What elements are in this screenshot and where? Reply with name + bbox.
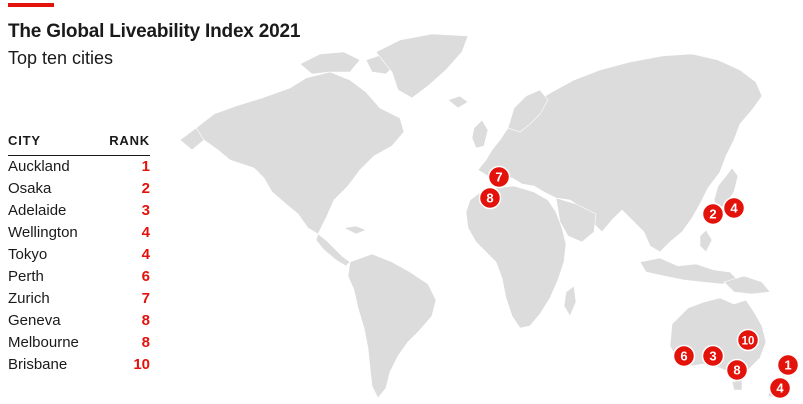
south-america-landmass bbox=[347, 253, 437, 399]
city-rank: 3 bbox=[141, 202, 150, 219]
ranking-table: CITY RANK Auckland 1 Osaka 2 Adelaide 3 Wel… bbox=[8, 133, 150, 376]
city-name: Tokyo bbox=[8, 246, 48, 263]
table-row: Wellington 4 bbox=[8, 222, 150, 244]
tasmania-landmass bbox=[731, 379, 743, 391]
city-marker: 3 bbox=[701, 344, 725, 368]
city-rank: 8 bbox=[141, 312, 150, 329]
philippines-landmass bbox=[699, 229, 713, 253]
madagascar-landmass bbox=[563, 285, 577, 317]
city-rank: 8 bbox=[141, 334, 150, 351]
city-markers: 7 8 2 4 10 6 3 8 bbox=[478, 165, 800, 400]
marker-dot bbox=[768, 376, 792, 400]
marker-dot bbox=[722, 196, 746, 220]
city-name: Melbourne bbox=[8, 334, 79, 351]
city-name: Osaka bbox=[8, 180, 52, 197]
city-marker: 4 bbox=[722, 196, 746, 220]
city-marker: 6 bbox=[672, 344, 696, 368]
column-header-rank: RANK bbox=[109, 133, 150, 148]
british-isles-landmass bbox=[471, 119, 489, 149]
world-map: 7 8 2 4 10 6 3 8 bbox=[179, 33, 800, 400]
city-rank: 10 bbox=[133, 356, 150, 373]
marker-label: 3 bbox=[709, 349, 716, 364]
marker-label: 10 bbox=[742, 336, 755, 348]
city-marker: 1 bbox=[776, 353, 800, 377]
marker-label: 8 bbox=[733, 363, 740, 378]
table-row: Adelaide 3 bbox=[8, 200, 150, 222]
marker-label: 8 bbox=[486, 191, 493, 206]
city-marker: 8 bbox=[725, 358, 749, 382]
marker-dot bbox=[701, 202, 725, 226]
eurasia-landmass bbox=[477, 53, 763, 253]
city-marker: 4 bbox=[768, 376, 792, 400]
table-row: Zurich 7 bbox=[8, 288, 150, 310]
caribbean-landmass bbox=[343, 225, 367, 235]
city-marker: 8 bbox=[478, 186, 502, 210]
marker-dot bbox=[487, 165, 511, 189]
north-america-landmass bbox=[195, 71, 405, 235]
marker-label: 2 bbox=[709, 207, 716, 222]
city-rank: 4 bbox=[141, 246, 150, 263]
table-row: Brisbane 10 bbox=[8, 354, 150, 376]
accent-bar bbox=[8, 3, 54, 7]
city-marker: 7 bbox=[487, 165, 511, 189]
indonesia-landmass bbox=[639, 257, 739, 285]
alaska-landmass bbox=[179, 127, 205, 151]
chart-title: The Global Liveability Index 2021 bbox=[8, 21, 301, 42]
city-rank: 1 bbox=[141, 158, 150, 175]
marker-label: 1 bbox=[784, 358, 791, 373]
marker-dot bbox=[736, 328, 760, 352]
marker-dot bbox=[776, 353, 800, 377]
marker-dot bbox=[725, 358, 749, 382]
marker-label: 4 bbox=[776, 381, 784, 396]
marker-label: 6 bbox=[680, 349, 687, 364]
city-marker: 2 bbox=[701, 202, 725, 226]
city-rank: 2 bbox=[141, 180, 150, 197]
city-name: Adelaide bbox=[8, 202, 67, 219]
chart-subtitle: Top ten cities bbox=[8, 48, 114, 68]
africa-landmass bbox=[465, 185, 567, 329]
city-name: Perth bbox=[8, 268, 44, 285]
table-row: Osaka 2 bbox=[8, 178, 150, 200]
city-name: Brisbane bbox=[8, 356, 68, 373]
table-row: Perth 6 bbox=[8, 266, 150, 288]
table-header: CITY RANK bbox=[8, 133, 150, 156]
table-row: Tokyo 4 bbox=[8, 244, 150, 266]
iceland-landmass bbox=[447, 95, 469, 109]
central-america-landmass bbox=[315, 233, 351, 267]
table-row: Melbourne 8 bbox=[8, 332, 150, 354]
table-row: Auckland 1 bbox=[8, 156, 150, 178]
table-row: Geneva 8 bbox=[8, 310, 150, 332]
new-guinea-landmass bbox=[723, 275, 771, 295]
marker-dot bbox=[672, 344, 696, 368]
arabia-landmass bbox=[555, 197, 597, 243]
landmasses bbox=[179, 33, 799, 399]
city-marker: 10 bbox=[736, 328, 760, 352]
city-rank: 4 bbox=[141, 224, 150, 241]
marker-dot bbox=[478, 186, 502, 210]
city-rank: 6 bbox=[141, 268, 150, 285]
marker-label: 7 bbox=[495, 170, 502, 185]
column-header-city: CITY bbox=[8, 133, 41, 148]
city-name: Auckland bbox=[8, 158, 70, 175]
marker-dot bbox=[701, 344, 725, 368]
city-rank: 7 bbox=[141, 290, 150, 307]
city-name: Geneva bbox=[8, 312, 61, 329]
city-name: Zurich bbox=[8, 290, 50, 307]
scandinavia-landmass bbox=[507, 89, 549, 133]
city-name: Wellington bbox=[8, 224, 78, 241]
greenland-landmass bbox=[375, 33, 469, 99]
marker-label: 4 bbox=[730, 201, 738, 216]
arctic-islands-landmass bbox=[299, 51, 361, 75]
